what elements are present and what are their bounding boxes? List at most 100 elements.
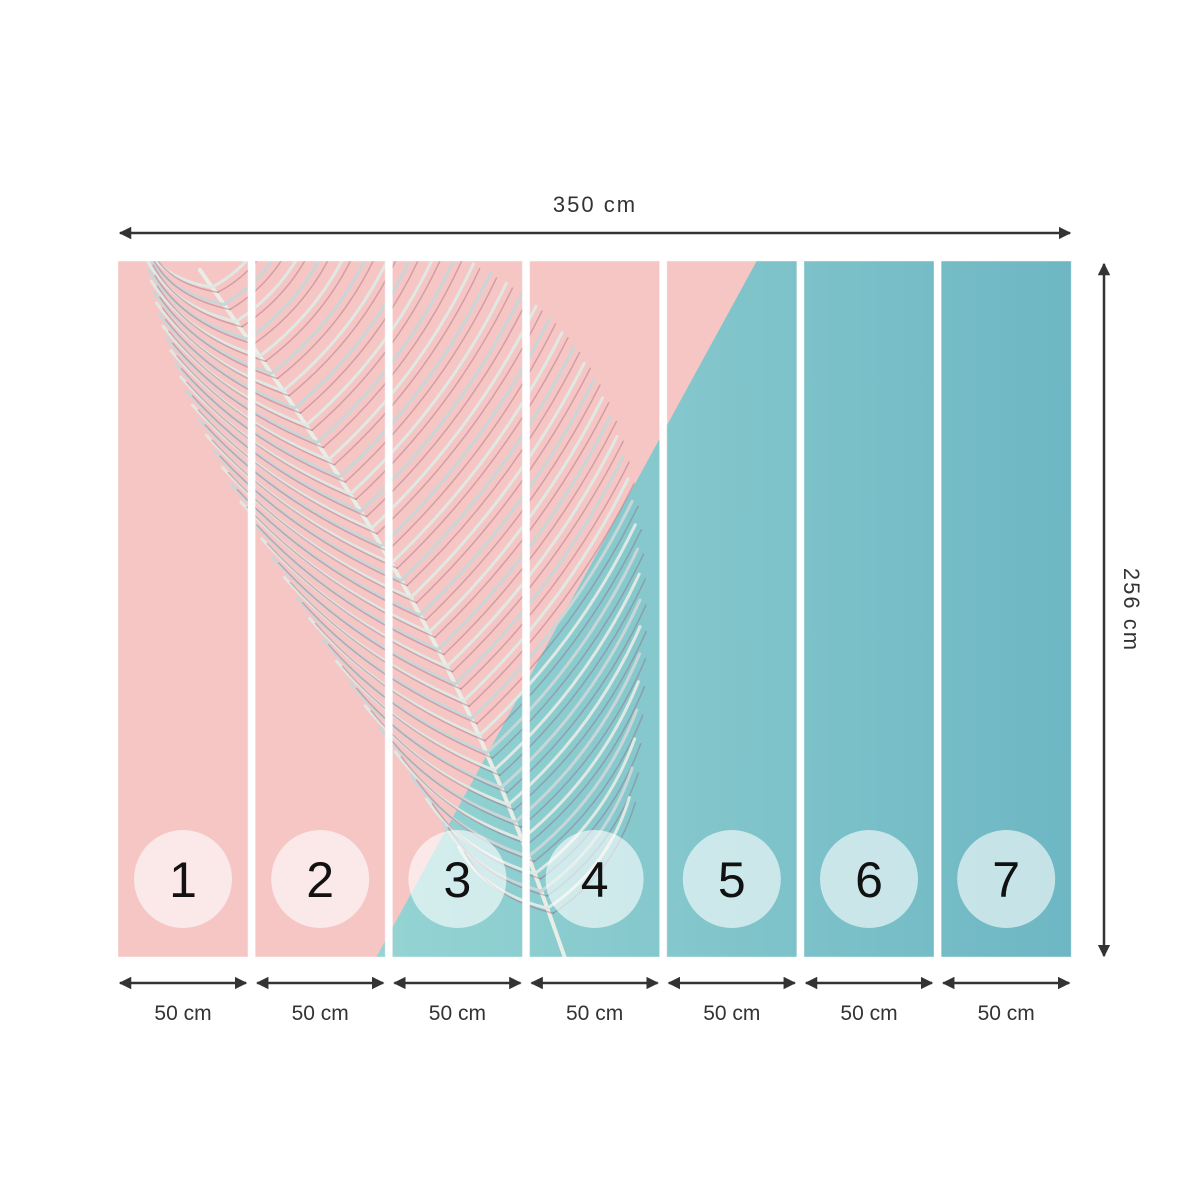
panel-outline: [391, 260, 523, 958]
leaf-frond: [184, 389, 363, 513]
panel-badge: [271, 830, 370, 928]
panel-number: 6: [855, 852, 883, 908]
leaf-frond: [246, 261, 341, 341]
leaf-frond: [526, 708, 639, 858]
leaf-frond: [445, 434, 619, 669]
leaf-frond: [260, 537, 449, 669]
leaf-frond: [249, 518, 440, 651]
leaf-shadow: [302, 602, 478, 725]
panel-badge: [545, 830, 644, 928]
panel-outline: [254, 260, 386, 958]
leaf-shadow: [172, 342, 325, 449]
leaf-frond: [369, 304, 538, 531]
leaf-shadow: [266, 542, 454, 673]
leaf-shadow: [451, 440, 624, 673]
leaf-shadow: [460, 461, 630, 690]
leaf-shadow: [217, 261, 283, 293]
leaf-frond: [469, 499, 634, 720]
leaf-frond: [158, 313, 297, 410]
leaf-frond: [283, 576, 465, 703]
panel-number: 7: [992, 852, 1020, 908]
leaf-shadow: [161, 307, 290, 397]
leaf-frond: [477, 523, 637, 738]
leaf-frond: [335, 659, 496, 772]
leaf-shadow: [476, 505, 639, 725]
leaf-frond: [179, 375, 352, 496]
leaf-shadow: [276, 261, 387, 380]
leaf-shadow: [229, 261, 304, 311]
leaf-shadow: [150, 261, 231, 311]
leaf-shadow: [219, 455, 408, 587]
leaf-shadow: [191, 395, 368, 518]
leaf-frond: [155, 301, 285, 393]
panel-badge: [682, 830, 781, 928]
panel-width-label: 50 cm: [154, 1002, 211, 1025]
leaf-frond: [174, 362, 341, 479]
panel-outline: [529, 260, 661, 958]
leaf-shadow: [385, 732, 522, 828]
leaf-shadow: [159, 296, 279, 380]
leaf-frond: [363, 704, 510, 807]
leaf-shadow: [526, 685, 646, 845]
leaf-frond: [212, 449, 403, 582]
leaf-shadow: [186, 381, 357, 500]
leaf-frond: [409, 773, 530, 858]
leaf-shadow: [434, 402, 610, 638]
leaf-frond: [147, 269, 250, 341]
panel-number: 5: [718, 852, 746, 908]
leaf-shadow: [333, 267, 481, 466]
leaf-frond: [293, 261, 421, 410]
leaf-frond: [520, 680, 640, 841]
leaf-shadow: [256, 524, 445, 656]
leaf-shadow: [211, 439, 399, 569]
panel-outline: [117, 260, 249, 958]
panel-badge: [957, 830, 1056, 928]
leaf-shadow: [396, 337, 569, 569]
leaf-frond: [409, 361, 586, 600]
leaf-shadow: [168, 330, 313, 431]
panel-width-label: 50 cm: [429, 1002, 486, 1025]
panel-width-label: 50 cm: [978, 1002, 1035, 1025]
leaf-shadow: [415, 367, 591, 604]
panel-width-label: 50 cm: [292, 1002, 349, 1025]
leaf-shadow: [148, 261, 219, 293]
leaf-shadow: [468, 482, 635, 707]
leaf-frond: [326, 262, 476, 462]
leaf-shadow: [299, 261, 426, 414]
leaf-shadow: [416, 779, 536, 863]
leaf-frond: [308, 617, 481, 738]
panel-number: 3: [443, 852, 471, 908]
leaf-frond: [165, 336, 319, 444]
leaf-shadow: [533, 714, 644, 863]
leaf-frond: [145, 261, 238, 324]
leaf-frond: [271, 556, 457, 686]
leaf-shadow: [386, 323, 557, 552]
leaf-shadow: [355, 287, 514, 500]
leaf-frond: [143, 261, 226, 306]
leaf-shadow: [484, 528, 643, 742]
leaf-shadow: [288, 261, 407, 397]
panel-badge: [408, 830, 507, 928]
leaf-frond: [453, 455, 625, 686]
leaf-shadow: [341, 665, 501, 776]
leaf-shadow: [154, 274, 255, 345]
leaf-frond: [190, 403, 373, 531]
leaf-frond: [295, 596, 473, 720]
leaf-frond: [220, 466, 413, 600]
leaf-frond: [418, 378, 596, 617]
leaf-frond: [204, 433, 393, 565]
leaf-shadow: [328, 643, 494, 759]
leaf-shadow: [520, 658, 647, 828]
panel-number: 2: [306, 852, 334, 908]
leaf-shadow: [322, 261, 463, 449]
leaf-shadow: [152, 264, 243, 328]
leaf-frond: [315, 261, 458, 444]
width-label: 350 cm: [553, 192, 637, 217]
height-label: 256 cm: [1119, 568, 1144, 652]
leaf-shadow: [197, 409, 378, 535]
leaf-shadow: [278, 562, 462, 690]
panel-number: 4: [581, 852, 609, 908]
leaf-frond: [269, 261, 382, 375]
leaf-frond: [485, 547, 640, 755]
